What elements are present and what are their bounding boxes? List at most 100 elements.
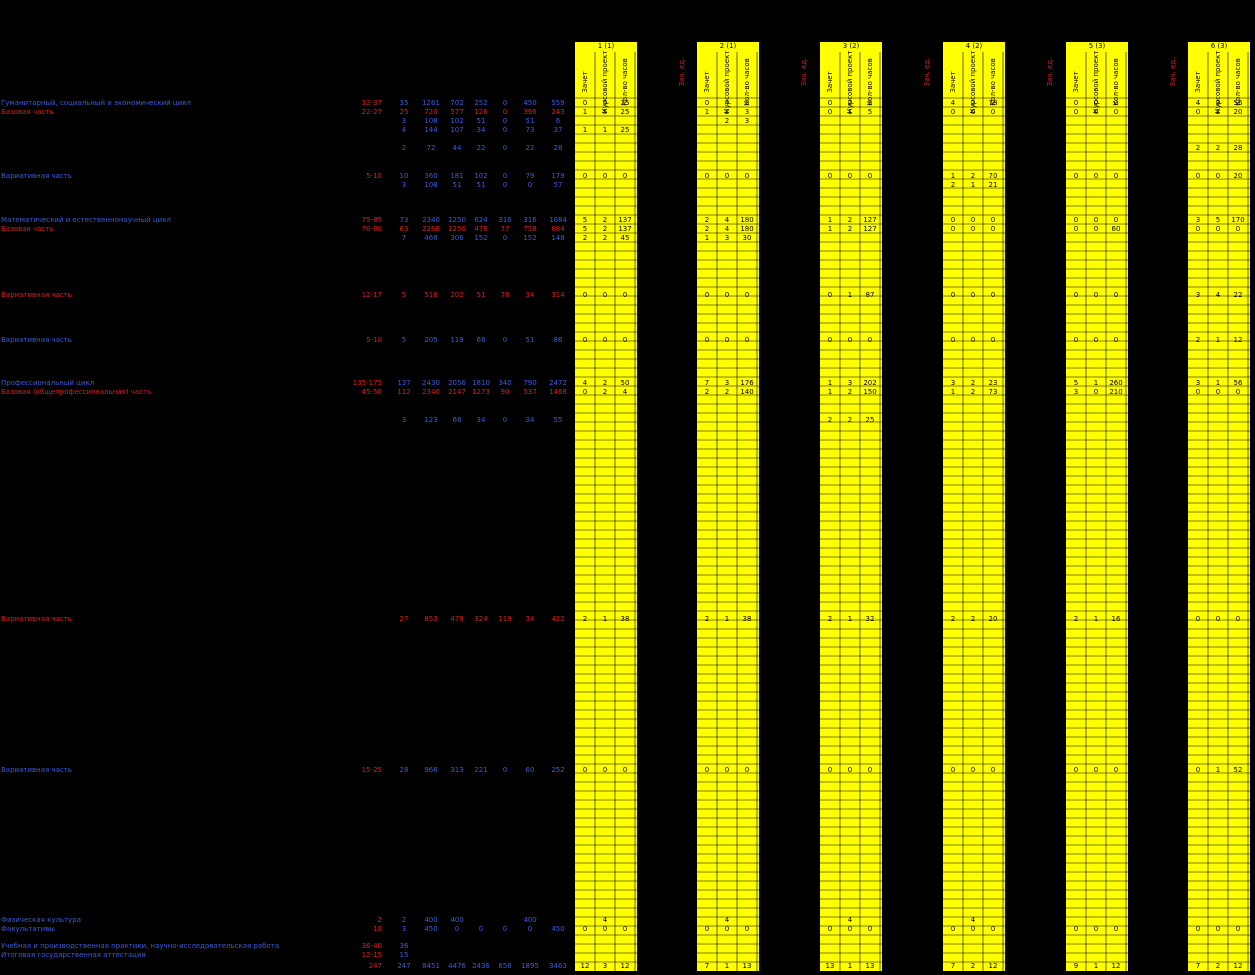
row-label: Профессиональный цикл [1, 379, 94, 387]
semester-cell: 2 [1216, 962, 1220, 970]
cell-value: 77 [501, 225, 510, 233]
semester-cell: 2 [828, 615, 832, 623]
cell-value: 2472 [549, 379, 567, 387]
cell-value: 34 [526, 416, 535, 424]
row-label: Вариативная часть [1, 291, 72, 299]
semester-cell: 4 [848, 916, 853, 924]
cell-value: 720 [424, 108, 437, 116]
semester-cell: 4 [971, 916, 976, 924]
column-header: Курсовой проект [601, 51, 609, 114]
cell-value: 3 [402, 117, 406, 125]
cell-value: 468 [424, 234, 437, 242]
semester-cell: 20 [1234, 108, 1243, 116]
semester-cell: 2 [1216, 144, 1220, 152]
cell-value: 10 [400, 172, 409, 180]
semester-cell: 2 [971, 379, 975, 387]
semester-cell: 2 [705, 388, 709, 396]
cell-value: 27 [400, 615, 409, 623]
semester-cell: 0 [1074, 225, 1078, 233]
semester-cell: 0 [705, 336, 709, 344]
semester-cell: 2 [951, 181, 955, 189]
cell-value: 0 [455, 925, 459, 933]
semester-cell: 0 [971, 291, 975, 299]
semester-cell: 1 [828, 388, 832, 396]
cell-value: 1468 [549, 388, 567, 396]
semester-cell: 56 [1234, 99, 1243, 107]
semester-cell: 0 [991, 225, 995, 233]
semester-label: 3 (2) [843, 42, 860, 50]
semester-cell: 0 [828, 336, 832, 344]
cell-value: 0 [503, 925, 507, 933]
cell-value: 35 [400, 99, 409, 107]
cell-value: 0 [528, 181, 532, 189]
semester-cell: 1 [583, 126, 587, 134]
semester-cell: 0 [725, 925, 729, 933]
cell-value: 102 [450, 117, 463, 125]
semester-band [575, 42, 637, 971]
semester-cell: 0 [828, 108, 832, 116]
cell-value: 247 [397, 962, 410, 970]
semester-cell: 0 [828, 172, 832, 180]
credit-header: Зач. ед. [923, 58, 931, 87]
cell-value: 316 [523, 216, 537, 224]
cell-value: 90 [501, 388, 510, 396]
semester-cell: 0 [971, 925, 975, 933]
row-label: Итоговая государственная аттестация [1, 951, 146, 959]
semester-cell: 0 [1114, 925, 1118, 933]
row-code: 12-17 [362, 291, 382, 299]
semester-cell: 0 [991, 216, 995, 224]
semester-cell: 0 [971, 225, 975, 233]
semester-cell: 13 [866, 962, 875, 970]
semester-cell: 2 [971, 172, 975, 180]
row-label: Вариативная часть [1, 172, 72, 180]
semester-cell: 78 [989, 99, 998, 107]
column-header: Зачет [826, 71, 834, 92]
semester-cell: 3 [1196, 379, 1200, 387]
semester-cell: 0 [1074, 766, 1078, 774]
cell-value: 112 [397, 388, 410, 396]
cell-value: 516 [424, 291, 438, 299]
cell-value: 3 [402, 416, 406, 424]
row-label: Вариативная часть [1, 615, 72, 623]
cell-value: 1810 [472, 379, 490, 387]
semester-cell: 150 [863, 388, 876, 396]
credit-header: Зач. ед. [800, 58, 808, 87]
semester-cell: 0 [623, 925, 627, 933]
column-header: Кол-во часов [866, 58, 874, 106]
semester-cell: 32 [866, 615, 875, 623]
semester-cell: 2 [603, 216, 607, 224]
semester-cell: 12 [581, 962, 590, 970]
semester-cell: 12 [1234, 336, 1243, 344]
cell-value: 4476 [448, 962, 466, 970]
cell-value: 181 [450, 172, 463, 180]
semester-cell: 0 [991, 291, 995, 299]
semester-cell: 0 [951, 766, 955, 774]
semester-cell: 2 [848, 225, 852, 233]
semester-cell: 0 [603, 766, 607, 774]
semester-cell: 127 [863, 225, 876, 233]
cell-value: 2430 [422, 379, 440, 387]
semester-cell: 0 [1216, 388, 1220, 396]
semester-cell: 0 [725, 172, 729, 180]
cell-value: 314 [551, 291, 565, 299]
row-code: 70-80 [362, 225, 382, 233]
semester-cell: 180 [740, 216, 753, 224]
semester-cell: 7 [705, 962, 709, 970]
cell-value: 34 [526, 291, 535, 299]
cell-value: 68 [453, 416, 462, 424]
cell-value: 1273 [472, 388, 490, 396]
cell-value: 758 [523, 225, 536, 233]
cell-value: 34 [526, 615, 535, 623]
semester-cell: 0 [583, 336, 587, 344]
semester-label: 6 (3) [1211, 42, 1228, 50]
cell-value: 340 [498, 379, 511, 387]
credit-header: Зач. ед. [678, 58, 686, 87]
semester-cell: 2 [603, 379, 607, 387]
cell-value: 2 [402, 916, 406, 924]
cell-value: 400 [523, 916, 536, 924]
cell-value: 0 [503, 172, 507, 180]
semester-cell: 0 [1196, 925, 1200, 933]
row-code: 45-50 [362, 388, 382, 396]
semester-cell: 2 [1074, 615, 1078, 623]
